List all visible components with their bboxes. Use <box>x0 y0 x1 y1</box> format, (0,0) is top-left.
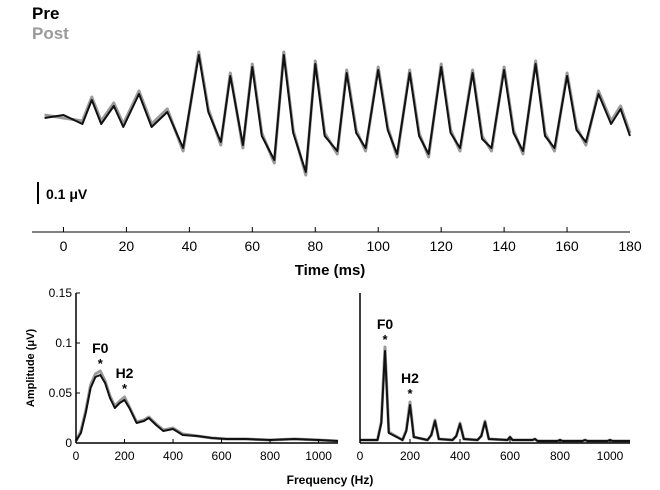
spectrum-post-x-tick-label: 400 <box>450 449 470 463</box>
spectrum-pre-x-tick-label: 600 <box>212 449 232 463</box>
time-domain-chart: 0 20 40 60 80 100 120 140 160 180 Time (ms) <box>32 50 642 279</box>
spectrum-pre-x-tick-label: 400 <box>163 449 183 463</box>
spectrum-post-x-tick-label: 800 <box>550 449 570 463</box>
time-x-tick-label: 100 <box>367 238 391 254</box>
spectrum-pre-y-tick-label: 0.1 <box>55 336 72 350</box>
spectrum-pre-x-tick-label: 0 <box>73 449 80 463</box>
spectrum-pre-y-axis-label: Amplitude (μV) <box>25 329 37 408</box>
spectrum-chart-pre: 0 200 400 600 800 1000 0 0.05 0.1 0.15 Amplitude (… <box>25 286 373 487</box>
spectrum-post-x-tick-label: 600 <box>500 449 520 463</box>
legend-pre: Pre <box>32 4 60 23</box>
spectrum-pre-post-line <box>74 369 339 443</box>
spectrum-chart-post: 0 200 400 600 800 1000*F0*H2 <box>357 293 630 463</box>
time-x-tick-label: 160 <box>555 238 579 254</box>
spectrum-pre-y-tick-label: 0.05 <box>49 386 73 400</box>
spectrum-post-peak-label: H2 <box>401 370 419 386</box>
time-x-tick-label: 140 <box>492 238 516 254</box>
spectrum-pre-x-tick-label: 800 <box>260 449 280 463</box>
time-x-tick-label: 20 <box>119 238 135 254</box>
spectrum-pre-peak-label: H2 <box>116 365 134 381</box>
spectrum-post-x-tick-label: 1000 <box>597 449 624 463</box>
spectrum-pre-x-tick-label: 200 <box>115 449 135 463</box>
time-x-tick-label: 120 <box>429 238 453 254</box>
time-x-tick-label: 0 <box>60 238 68 254</box>
legend-post: Post <box>32 24 69 43</box>
time-x-tick-label: 40 <box>182 238 198 254</box>
spectrum-pre-peak-label: F0 <box>92 340 109 356</box>
spectrum-post-peak-marker: * <box>407 386 413 401</box>
spectrum-post-post-line <box>360 345 630 443</box>
time-x-axis-label: Time (ms) <box>295 262 366 279</box>
frequency-axis-label: Frequency (Hz) <box>287 473 374 487</box>
spectrum-pre-x-tick-label: 1000 <box>305 449 332 463</box>
time-x-tick-label: 60 <box>245 238 261 254</box>
spectrum-pre-y-tick-label: 0 <box>65 436 72 450</box>
scale-bar <box>37 182 39 204</box>
spectrum-pre-peak-marker: * <box>122 381 128 396</box>
spectrum-pre-peak-marker: * <box>98 356 104 371</box>
spectrum-post-x-tick-label: 200 <box>400 449 420 463</box>
spectrum-post-peak-marker: * <box>382 332 388 347</box>
spectrum-post-x-tick-label: 0 <box>357 449 364 463</box>
time-x-tick-label: 80 <box>307 238 323 254</box>
waveform-pre-line <box>44 54 631 173</box>
spectrum-post-peak-label: F0 <box>377 316 394 332</box>
spectrum-pre-pre-line <box>75 374 339 442</box>
spectrum-pre-y-tick-label: 0.15 <box>49 286 73 300</box>
scale-label: 0.1 μV <box>46 186 88 202</box>
spectrum-post-pre-line <box>360 350 630 442</box>
time-x-tick-label: 180 <box>618 238 642 254</box>
